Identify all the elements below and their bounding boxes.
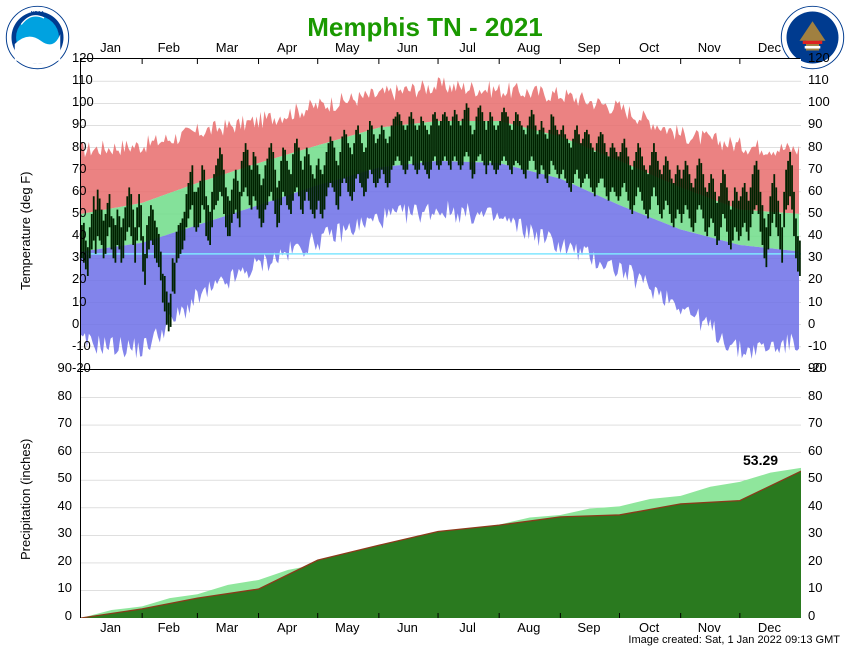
plot-area: 53.29	[80, 58, 800, 618]
month-label-top: Apr	[277, 40, 297, 55]
precip-ytick-label: 90	[58, 360, 72, 375]
precipitation-panel: 53.29	[81, 369, 799, 618]
month-label-top: Mar	[216, 40, 238, 55]
month-label-top: May	[335, 40, 360, 55]
precip-ytick-label: 20	[58, 553, 72, 568]
precip-ytick-label: 60	[58, 443, 72, 458]
page-title: Memphis TN - 2021	[0, 12, 850, 43]
month-label-top: Sep	[577, 40, 600, 55]
precip-ytick-label: 70	[808, 415, 822, 430]
month-label-bottom: Oct	[639, 620, 659, 635]
month-label-top: Jan	[100, 40, 121, 55]
precip-ytick-label: 0	[808, 608, 815, 623]
precip-final-label: 53.29	[743, 452, 778, 468]
precip-ytick-label: 90	[808, 360, 822, 375]
precip-ytick-label: 60	[808, 443, 822, 458]
month-label-top: Nov	[698, 40, 721, 55]
month-label-top: Feb	[158, 40, 180, 55]
precip-ytick-label: 40	[58, 498, 72, 513]
month-label-bottom: Feb	[158, 620, 180, 635]
month-label-bottom: Apr	[277, 620, 297, 635]
precip-ytick-label: 30	[808, 525, 822, 540]
precip-ytick-label: 80	[808, 388, 822, 403]
month-label-bottom: Jan	[100, 620, 121, 635]
precip-ytick-label: 0	[65, 608, 72, 623]
precip-ytick-label: 40	[808, 498, 822, 513]
month-label-bottom: Dec	[758, 620, 781, 635]
precip-ytick-label: 50	[808, 470, 822, 485]
month-label-bottom: May	[335, 620, 360, 635]
precip-ytick-label: 10	[58, 580, 72, 595]
temp-axis-label: Temperature (deg F)	[18, 172, 33, 291]
month-label-top: Oct	[639, 40, 659, 55]
month-label-bottom: Mar	[216, 620, 238, 635]
precip-ytick-label: 80	[58, 388, 72, 403]
precip-ytick-label: 10	[808, 580, 822, 595]
precip-ytick-label: 50	[58, 470, 72, 485]
precip-ytick-label: 70	[58, 415, 72, 430]
month-label-bottom: Sep	[577, 620, 600, 635]
month-label-bottom: Jul	[459, 620, 476, 635]
noaa-logo: NOAA	[5, 5, 70, 70]
image-created-footer: Image created: Sat, 1 Jan 2022 09:13 GMT	[628, 634, 840, 646]
svg-text:NOAA: NOAA	[31, 10, 45, 15]
month-label-bottom: Jun	[397, 620, 418, 635]
precip-ytick-label: 20	[808, 553, 822, 568]
precip-axis-label: Precipitation (inches)	[18, 439, 33, 560]
month-label-bottom: Aug	[517, 620, 540, 635]
month-label-top: Jun	[397, 40, 418, 55]
month-label-top: Jul	[459, 40, 476, 55]
temperature-panel	[81, 59, 799, 369]
month-label-bottom: Nov	[698, 620, 721, 635]
month-label-top: Aug	[517, 40, 540, 55]
precip-ytick-label: 30	[58, 525, 72, 540]
month-label-top: Dec	[758, 40, 781, 55]
